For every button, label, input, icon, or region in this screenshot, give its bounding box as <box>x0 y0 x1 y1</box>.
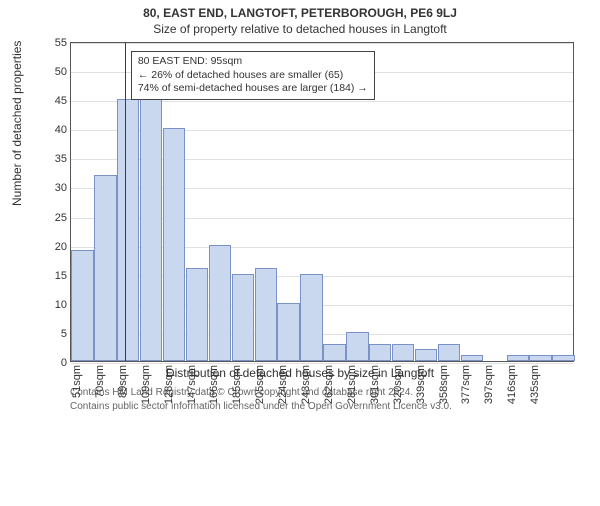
histogram-bar <box>117 99 139 361</box>
histogram-bar <box>255 268 277 361</box>
histogram-bar <box>529 355 551 361</box>
histogram-bar <box>323 344 345 361</box>
chart-wrap: 051015202530354045505551sqm70sqm89sqm109… <box>70 42 600 362</box>
y-tick-label: 50 <box>55 66 67 78</box>
histogram-bar <box>507 355 529 361</box>
annotation-box: 80 EAST END: 95sqm← 26% of detached hous… <box>131 51 375 100</box>
histogram-bar <box>277 303 299 361</box>
annotation-line: 80 EAST END: 95sqm <box>138 55 368 69</box>
histogram-bar <box>163 128 185 361</box>
y-tick-label: 35 <box>55 153 67 165</box>
x-tick-label: 224sqm <box>277 365 289 404</box>
y-tick-label: 5 <box>61 328 67 340</box>
x-tick-label: 128sqm <box>163 365 175 404</box>
x-tick-label: 262sqm <box>323 365 335 404</box>
histogram-bar <box>552 355 574 361</box>
histogram-bar <box>94 175 116 361</box>
property-marker-line <box>125 43 126 361</box>
histogram-bar <box>209 245 231 361</box>
y-tick-label: 55 <box>55 37 67 49</box>
annotation-line: ← 26% of detached houses are smaller (65… <box>138 69 368 83</box>
x-tick-label: 70sqm <box>94 365 106 398</box>
x-tick-label: 339sqm <box>415 365 427 404</box>
y-axis-label: Number of detached properties <box>10 41 24 206</box>
page-subtitle: Size of property relative to detached ho… <box>0 22 600 36</box>
grid-line <box>71 43 573 44</box>
x-tick-label: 109sqm <box>140 365 152 404</box>
histogram-bar <box>392 344 414 361</box>
x-tick-label: 185sqm <box>231 365 243 404</box>
histogram-bar <box>140 99 162 361</box>
y-tick-label: 0 <box>61 357 67 369</box>
y-tick-label: 15 <box>55 270 67 282</box>
page-title: 80, EAST END, LANGTOFT, PETERBOROUGH, PE… <box>0 6 600 20</box>
y-tick-label: 20 <box>55 241 67 253</box>
x-tick-label: 377sqm <box>460 365 472 404</box>
x-tick-label: 301sqm <box>369 365 381 404</box>
x-tick-label: 51sqm <box>71 365 83 398</box>
histogram-bar <box>369 344 391 361</box>
x-tick-label: 205sqm <box>254 365 266 404</box>
x-tick-label: 397sqm <box>483 365 495 404</box>
histogram-bar <box>71 250 93 361</box>
histogram-bar <box>438 344 460 361</box>
grid-line <box>71 363 573 364</box>
histogram-bar <box>461 355 483 361</box>
x-tick-label: 416sqm <box>506 365 518 404</box>
histogram-bar <box>346 332 368 361</box>
y-tick-label: 10 <box>55 299 67 311</box>
x-tick-label: 320sqm <box>392 365 404 404</box>
histogram-bar <box>415 349 437 361</box>
histogram-bar <box>186 268 208 361</box>
x-tick-label: 166sqm <box>208 365 220 404</box>
y-tick-label: 45 <box>55 95 67 107</box>
x-tick-label: 243sqm <box>300 365 312 404</box>
x-tick-label: 281sqm <box>346 365 358 404</box>
annotation-line: 74% of semi-detached houses are larger (… <box>138 82 368 96</box>
x-tick-label: 358sqm <box>438 365 450 404</box>
y-tick-label: 30 <box>55 182 67 194</box>
histogram-bar <box>232 274 254 361</box>
x-tick-label: 147sqm <box>186 365 198 404</box>
x-tick-label: 435sqm <box>529 365 541 404</box>
x-tick-label: 89sqm <box>117 365 129 398</box>
histogram-bar <box>300 274 322 361</box>
y-tick-label: 25 <box>55 212 67 224</box>
y-tick-label: 40 <box>55 124 67 136</box>
histogram-plot: 051015202530354045505551sqm70sqm89sqm109… <box>70 42 574 362</box>
